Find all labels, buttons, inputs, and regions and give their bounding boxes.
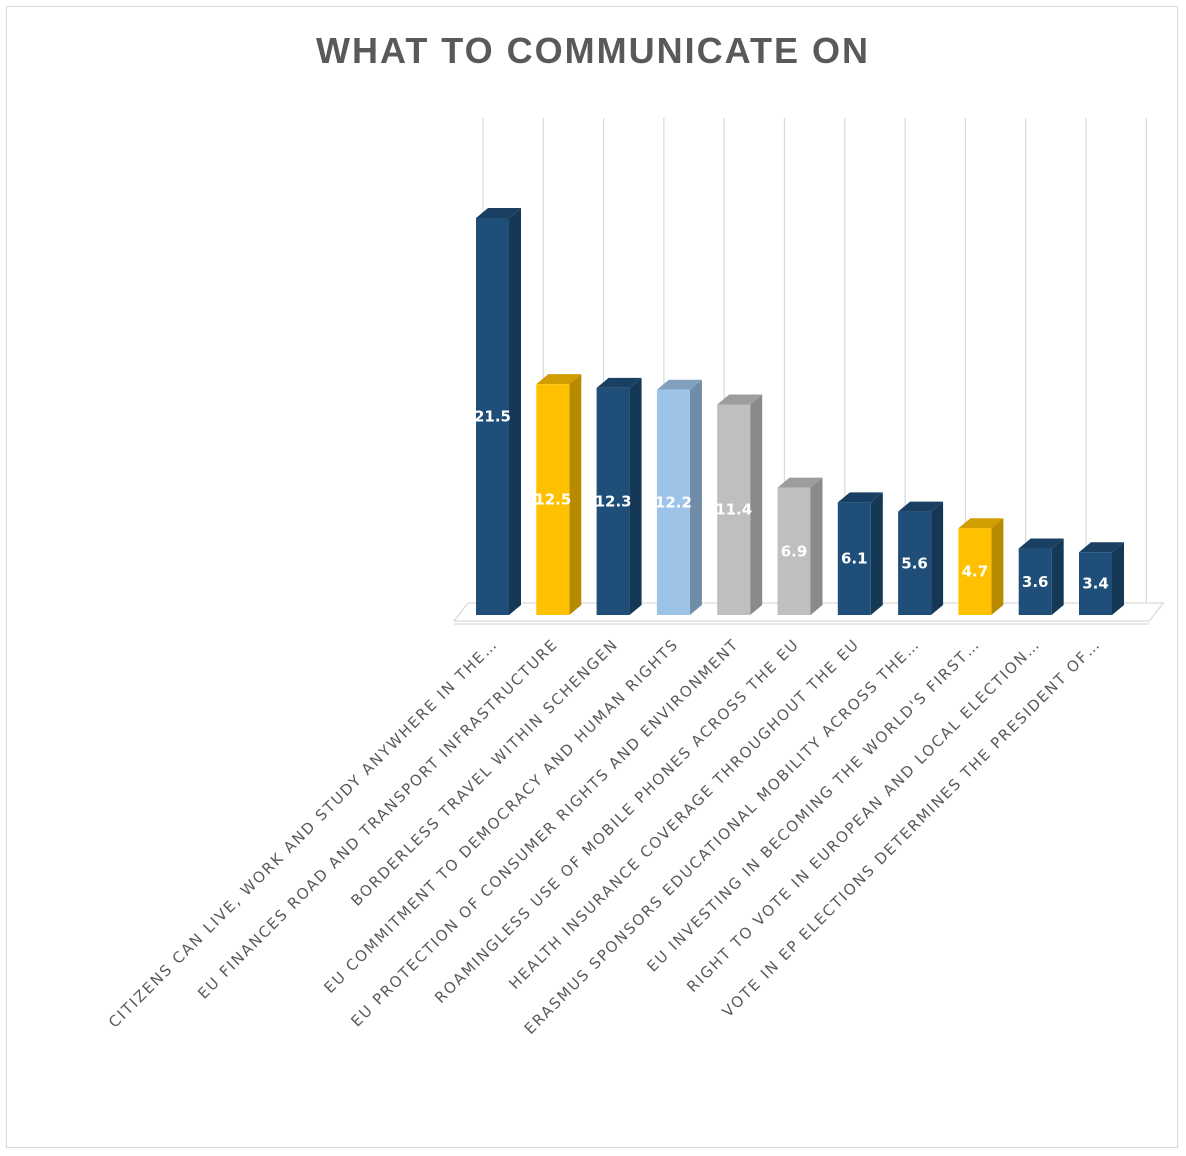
bar-front bbox=[1079, 552, 1112, 615]
bar bbox=[476, 208, 521, 615]
bar bbox=[536, 374, 582, 615]
bar bbox=[1018, 538, 1064, 615]
bar bbox=[596, 377, 642, 615]
data-label: 12.2 bbox=[655, 493, 692, 511]
category-label: VOTE IN EP ELECTIONS DETERMINES THE PRES… bbox=[719, 635, 1105, 1021]
bar-front bbox=[596, 387, 630, 615]
bar-side bbox=[931, 501, 944, 615]
bar-top bbox=[476, 208, 521, 218]
bar-front bbox=[837, 502, 871, 615]
data-label: 12.5 bbox=[534, 491, 571, 509]
bar bbox=[1079, 542, 1124, 615]
bar bbox=[837, 492, 883, 615]
bar bbox=[717, 394, 763, 615]
bar-top bbox=[898, 501, 944, 512]
bar-side bbox=[1051, 538, 1064, 615]
bar-top bbox=[1018, 538, 1064, 549]
bar-top bbox=[837, 492, 883, 503]
bar-side bbox=[1112, 542, 1124, 615]
bar-top bbox=[536, 374, 582, 385]
bar-front bbox=[717, 404, 751, 615]
chart-title: WHAT TO COMMUNICATE ON bbox=[316, 30, 870, 71]
bar-side bbox=[569, 374, 582, 615]
bar-top bbox=[1079, 542, 1124, 553]
bar-front bbox=[656, 389, 690, 615]
bar-side bbox=[689, 379, 702, 615]
bar-top bbox=[717, 394, 763, 405]
data-label: 3.6 bbox=[1022, 573, 1049, 591]
category-label: CITIZENS CAN LIVE, WORK AND STUDY ANYWHE… bbox=[105, 635, 501, 1031]
bar bbox=[898, 501, 944, 615]
bar-side bbox=[629, 377, 642, 615]
bar-front bbox=[898, 511, 932, 615]
bar-top bbox=[958, 518, 1004, 529]
bar-front bbox=[476, 218, 509, 615]
bar-side bbox=[810, 477, 823, 615]
bar-side bbox=[509, 208, 521, 615]
bar-top bbox=[656, 379, 702, 390]
bar-top bbox=[777, 477, 823, 488]
data-label: 5.6 bbox=[901, 554, 928, 572]
category-label: EU PROTECTION OF CONSUMER RIGHTS AND ENV… bbox=[347, 635, 742, 1030]
bar bbox=[656, 379, 702, 615]
data-label: 4.7 bbox=[962, 563, 989, 581]
data-label: 6.9 bbox=[781, 542, 808, 560]
data-label: 11.4 bbox=[715, 501, 752, 519]
data-label: 3.4 bbox=[1082, 575, 1109, 593]
data-label: 6.1 bbox=[841, 550, 868, 568]
category-labels: CITIZENS CAN LIVE, WORK AND STUDY ANYWHE… bbox=[105, 635, 1104, 1038]
bar-side bbox=[870, 492, 883, 615]
bar-front bbox=[536, 384, 570, 615]
bar bbox=[777, 477, 823, 615]
data-label: 12.3 bbox=[595, 492, 632, 510]
bar-front bbox=[1018, 548, 1052, 615]
category-label: ERASMUS SPONSORS EDUCATIONAL MOBILITY AC… bbox=[521, 635, 924, 1038]
bar-front bbox=[958, 528, 992, 615]
bar-side bbox=[750, 394, 763, 615]
data-label: 21.5 bbox=[474, 408, 511, 426]
bar-top bbox=[596, 377, 642, 388]
bar bbox=[958, 518, 1004, 615]
bar-front bbox=[777, 487, 811, 615]
bars bbox=[476, 208, 1124, 615]
value-labels: 21.5 12.5 12.3 12.2 11.4 6.9 6.1 5.6 4.7 3.6 3.4 bbox=[474, 408, 1109, 593]
bar-side bbox=[991, 518, 1004, 615]
